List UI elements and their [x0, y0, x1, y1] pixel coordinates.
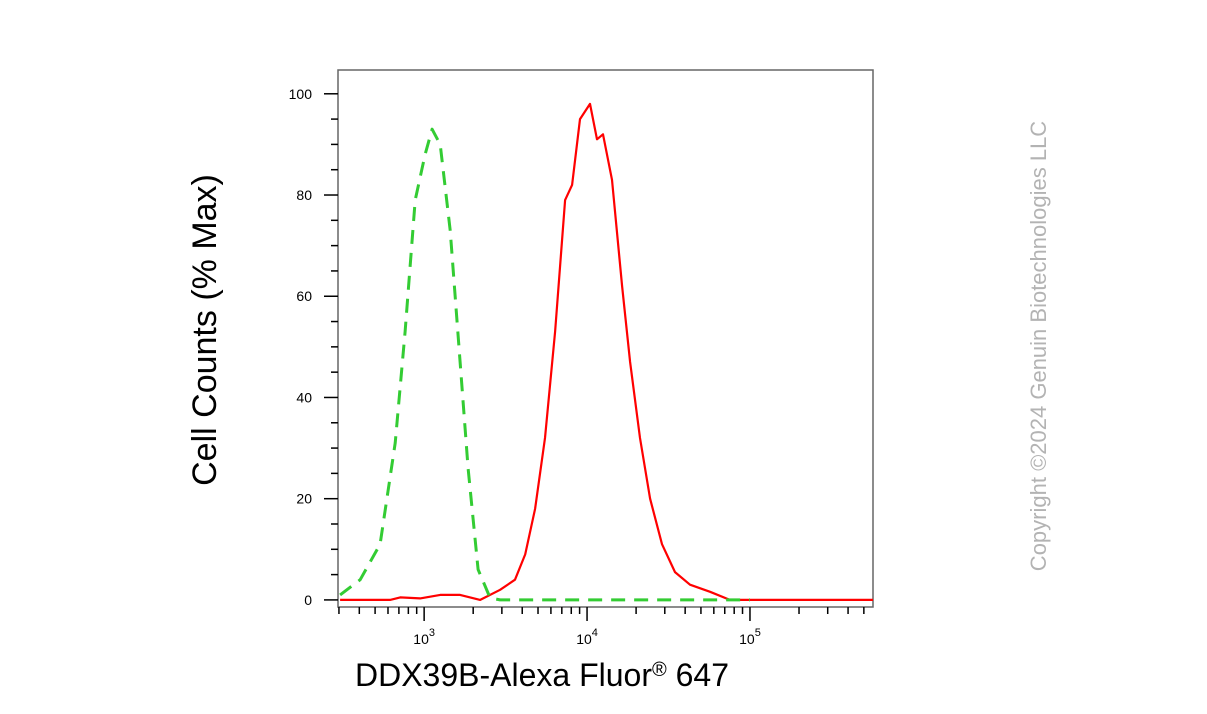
y-tick-label: 100 — [289, 86, 313, 102]
x-tick-exp: 5 — [755, 627, 761, 639]
y-tick-label: 60 — [296, 288, 312, 304]
histogram-line — [339, 127, 750, 602]
x-tick-label: 105 — [739, 627, 761, 647]
y-tick-label: 80 — [296, 187, 312, 203]
histogram-line — [340, 102, 873, 601]
x-axis-label: DDX39B-Alexa Fluor® 647 — [355, 657, 729, 693]
x-label-main: DDX39B-Alexa Fluor — [355, 657, 652, 693]
y-tick-label: 0 — [304, 592, 312, 608]
y-tick-label: 20 — [296, 491, 312, 507]
copyright: Copyright ©2024 Genuin Biotechnologies L… — [1026, 121, 1051, 572]
x-tick-base: 10 — [739, 631, 755, 647]
x-tick-label: 104 — [576, 627, 598, 647]
x-tick-base: 10 — [576, 631, 592, 647]
x-label-sup: ® — [652, 659, 667, 681]
x-tick-label: 103 — [413, 627, 435, 647]
x-label-tail: 647 — [667, 657, 729, 693]
x-tick-base: 10 — [413, 631, 429, 647]
x-tick-exp: 4 — [592, 627, 598, 639]
y-axis-label: Cell Counts (% Max) — [186, 174, 224, 486]
y-tick-label: 40 — [296, 389, 312, 405]
plot-frame — [337, 69, 874, 608]
x-tick-exp: 3 — [429, 627, 435, 639]
